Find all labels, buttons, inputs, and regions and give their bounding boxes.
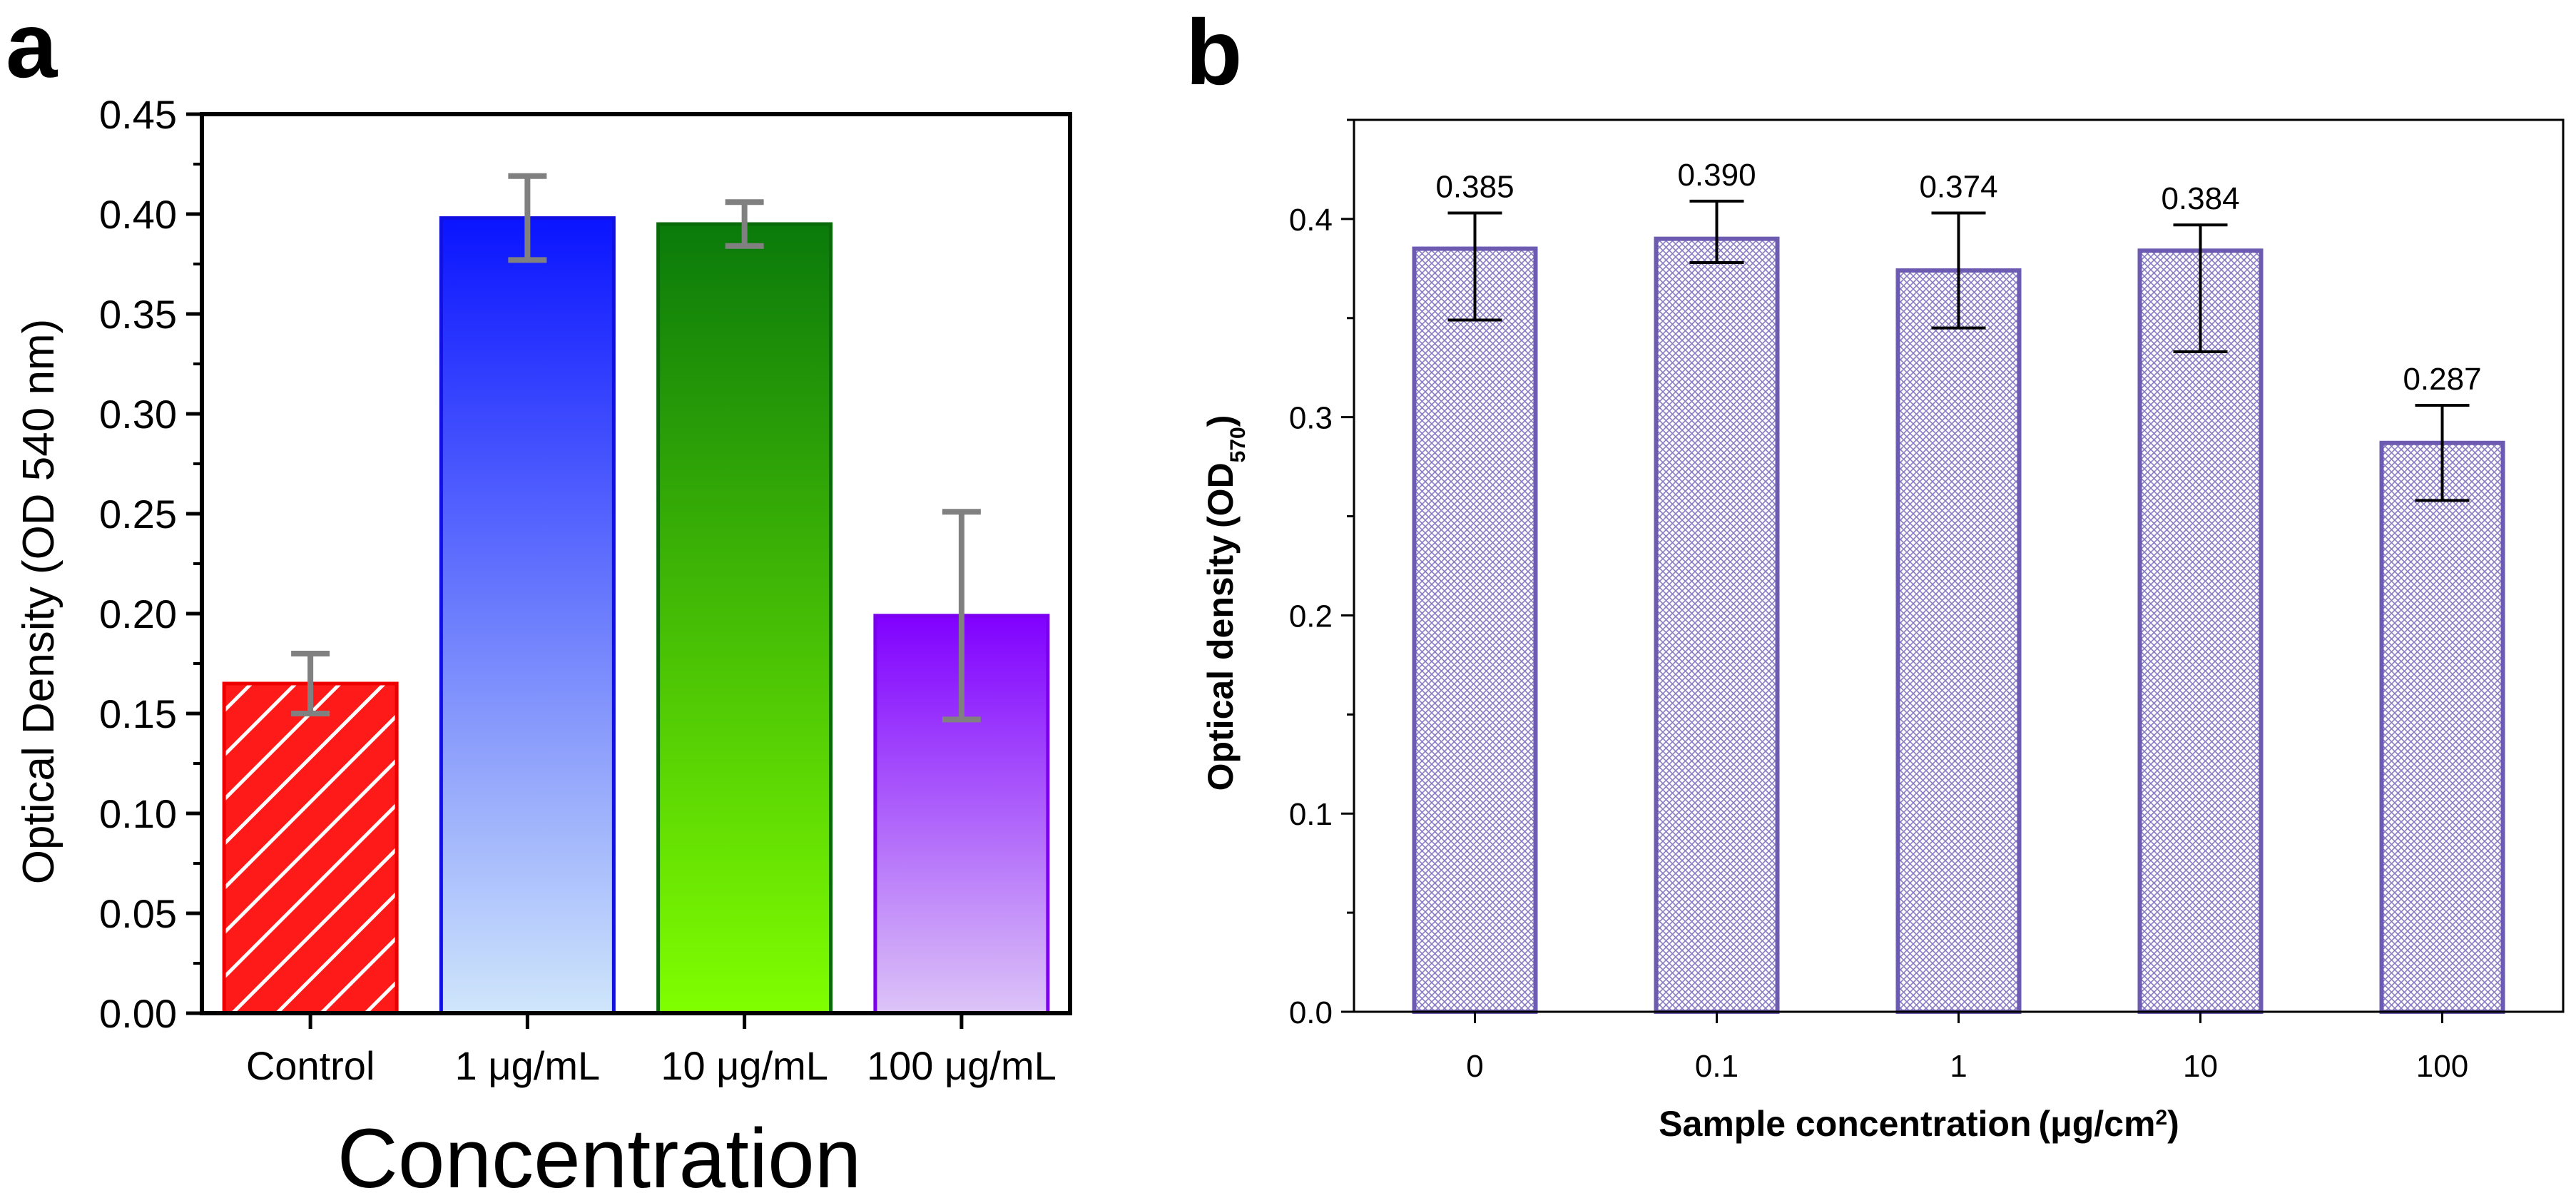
panel-a-y-tick-label-3: 0.10: [99, 791, 177, 836]
panel-b-x-ticks: 0 0.1 1 10 100: [1466, 1012, 2468, 1084]
panel-b-bar-3: [1895, 268, 2022, 1015]
panel-b-x-axis-title: Sample concentration (μg/cm2): [1659, 1104, 2179, 1144]
panel-b-x-axis-name: Sample concentration: [1659, 1104, 2031, 1144]
panel-b-label: b: [1186, 0, 1242, 104]
panel-b-x-tick-label-5: 100: [2416, 1049, 2468, 1084]
panel-b-error-bars: [1447, 199, 2470, 502]
panel-b-bars: [1412, 236, 2505, 1015]
panel-b-y-tick-label-4: 0.3: [1289, 401, 1333, 436]
panel-a-y-tick-label-1: 0.00: [99, 991, 177, 1036]
panel-a-y-ticks: 0.00 0.05 0.10 0.15 0.20 0.25 0.30 0.35 0.40 0.45: [99, 92, 202, 1036]
panel-b-data-labels: 0.385 0.390 0.374 0.384 0.287: [1435, 158, 2481, 397]
panel-b-data-label-3: 0.374: [1919, 170, 1997, 205]
panel-a-x-ticks: Control 1 μg/mL 10 μg/mL 100 μg/mL: [246, 1013, 1057, 1088]
panel-b-y-unit-sub: 570: [1226, 427, 1250, 462]
panel-a-y-tick-label-9: 0.40: [99, 192, 177, 237]
panel-a-bar-3: [656, 222, 833, 1015]
panel-b-data-label-2: 0.390: [1677, 158, 1756, 193]
panel-a-bar-1: [222, 681, 399, 1015]
panel-b-data-label-5: 0.287: [2403, 362, 2481, 397]
panel-a: a 0.000.050.100.150.200.250.300.350.400.…: [6, 0, 1072, 1203]
panel-b-y-tick-label-3: 0.2: [1289, 599, 1333, 634]
panel-b-y-tick-label-5: 0.4: [1289, 203, 1333, 238]
panel-a-bar-2: [439, 216, 616, 1015]
panel-b-error-bar-2: [1689, 199, 1744, 264]
panel-b-x-unit-text: μg/cm: [2050, 1104, 2155, 1144]
panel-a-error-bar-3: [725, 199, 764, 249]
panel-a-y-tick-label-2: 0.05: [99, 891, 177, 936]
panel-b-x-tick-label-3: 1: [1950, 1049, 1967, 1084]
panel-b-y-unit-open: (: [1201, 516, 1241, 528]
panel-b-y-tick-label-2: 0.1: [1289, 797, 1333, 832]
panel-b-x-unit-open: (: [2039, 1104, 2051, 1144]
panel-b-y-tick-label-1: 0.0: [1289, 995, 1333, 1030]
panel-b-data-label-4: 0.384: [2161, 181, 2239, 216]
panel-b-bar-5: [2379, 440, 2505, 1014]
panel-a-y-tick-label-4: 0.15: [99, 691, 177, 736]
panel-b-bar-1: [1412, 246, 1538, 1014]
panel-b-x-tick-label-1: 0: [1466, 1049, 1483, 1084]
panel-b-bar-2: [1654, 236, 1780, 1015]
panel-b-x-tick-label-2: 0.1: [1695, 1049, 1738, 1084]
panel-a-x-tick-label-4: 100 μg/mL: [867, 1043, 1057, 1088]
panel-b-y-axis-name: Optical density: [1201, 535, 1241, 791]
panel-b-error-bar-1: [1447, 211, 1502, 322]
panel-b-error-bar-4: [2173, 223, 2228, 353]
panel-a-y-tick-label-6: 0.25: [99, 492, 177, 537]
panel-a-x-axis-title: Concentration: [337, 1112, 862, 1203]
panel-b-x-unit-close: ): [2167, 1104, 2179, 1144]
panel-a-x-tick-label-2: 1 μg/mL: [455, 1043, 600, 1088]
panel-b-error-bar-5: [2415, 404, 2470, 502]
panel-b-y-ticks: 0.0 0.1 0.2 0.3 0.4: [1289, 118, 1354, 1030]
panel-a-error-bars: [291, 173, 981, 723]
panel-a-y-tick-label-5: 0.20: [99, 592, 177, 636]
panel-b-y-axis-title: Optical density (OD570): [1201, 415, 1250, 791]
panel-b: b 0.385 0.390 0.374 0.384 0.287 0.0 0.1 0.2 0.3…: [1186, 0, 2565, 1144]
panel-b-x-tick-label-4: 10: [2183, 1049, 2218, 1084]
panel-a-label: a: [6, 0, 58, 97]
panel-a-x-tick-label-1: Control: [246, 1043, 375, 1088]
panel-a-error-bar-1: [291, 651, 330, 716]
panel-a-y-tick-label-8: 0.35: [99, 292, 177, 337]
panel-b-y-unit-close: ): [1201, 415, 1241, 427]
panel-a-y-tick-label-10: 0.45: [99, 92, 177, 137]
panel-a-y-tick-label-7: 0.30: [99, 392, 177, 437]
panel-b-bar-4: [2137, 248, 2264, 1014]
panel-a-x-tick-label-3: 10 μg/mL: [661, 1043, 828, 1088]
panel-b-error-bar-3: [1931, 211, 1986, 330]
panel-a-y-axis-title: Optical Density (OD 540 nm): [14, 319, 63, 884]
panel-b-y-unit-text: OD: [1201, 462, 1241, 516]
panel-b-data-label-1: 0.385: [1435, 170, 1514, 205]
panel-b-x-unit-sup: 2: [2155, 1106, 2167, 1130]
panel-a-error-bar-2: [508, 173, 547, 263]
panel-a-error-bar-4: [942, 509, 981, 723]
panel-a-bars: [222, 216, 1050, 1015]
